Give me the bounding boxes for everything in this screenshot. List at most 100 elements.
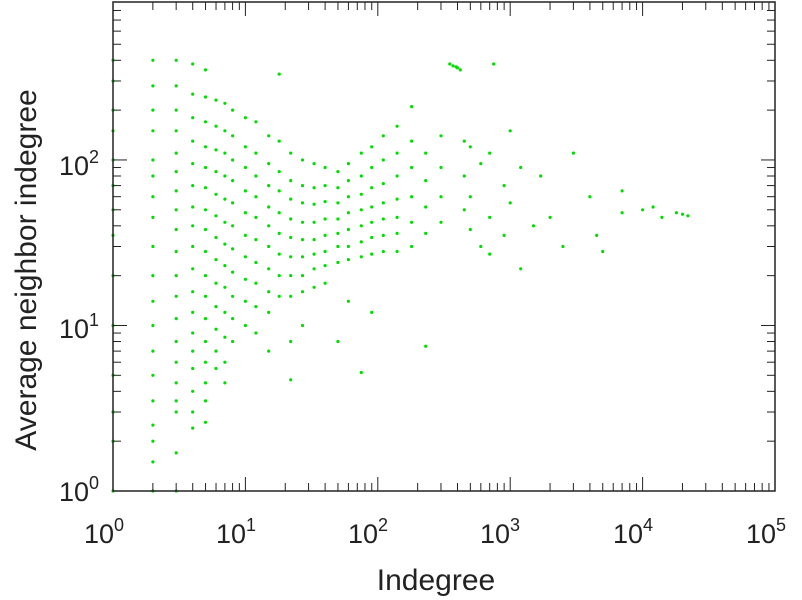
x-tick-label: 105	[746, 515, 786, 549]
data-point	[151, 129, 155, 133]
data-point	[561, 244, 565, 249]
data-point	[223, 242, 227, 246]
data-point	[203, 227, 208, 232]
data-point	[370, 165, 374, 170]
data-point	[346, 299, 350, 303]
data-point	[243, 277, 247, 281]
data-point	[381, 249, 385, 254]
data-point	[174, 274, 178, 278]
data-point	[370, 310, 374, 314]
data-point	[277, 211, 281, 215]
data-point	[151, 158, 155, 162]
data-point	[254, 260, 258, 265]
data-point	[381, 201, 385, 205]
data-point	[336, 339, 340, 344]
data-point	[381, 182, 385, 186]
data-point	[455, 66, 460, 70]
data-point	[214, 192, 218, 196]
data-point	[191, 310, 195, 314]
data-point	[203, 381, 208, 385]
data-point	[191, 290, 195, 294]
data-point	[231, 158, 235, 162]
data-point	[231, 317, 235, 321]
data-point	[191, 92, 195, 96]
data-point	[214, 281, 218, 285]
data-point	[254, 120, 258, 124]
data-point	[151, 299, 155, 303]
data-point	[231, 108, 235, 112]
y-tick-label: 102	[59, 147, 99, 181]
data-point	[243, 255, 247, 259]
data-point	[300, 238, 305, 242]
data-point	[214, 124, 218, 128]
data-point	[289, 197, 293, 201]
data-point	[277, 231, 281, 235]
data-point	[359, 224, 363, 228]
data-point	[289, 294, 293, 298]
data-point	[231, 179, 235, 183]
data-point	[254, 195, 258, 199]
data-point	[191, 349, 195, 353]
data-point	[231, 201, 235, 205]
data-point	[203, 420, 208, 424]
data-point	[439, 195, 443, 199]
data-point	[571, 151, 576, 155]
data-point	[595, 233, 599, 237]
data-point	[336, 217, 340, 221]
data-point	[336, 231, 340, 235]
data-point	[336, 244, 340, 249]
data-point	[359, 151, 363, 155]
data-point	[203, 145, 208, 149]
data-point	[424, 151, 428, 155]
data-point	[300, 220, 305, 224]
data-points	[111, 58, 690, 493]
data-point	[243, 211, 247, 215]
data-point	[336, 186, 340, 190]
data-point	[203, 249, 208, 254]
data-point	[231, 247, 235, 251]
data-point	[424, 231, 428, 235]
data-point	[468, 227, 472, 232]
data-point	[174, 189, 178, 193]
data-point	[203, 274, 208, 278]
data-point	[300, 255, 305, 259]
data-point	[300, 184, 305, 188]
data-point	[151, 195, 155, 199]
x-tick-label: 100	[84, 515, 124, 549]
data-point	[254, 281, 258, 285]
data-point	[254, 331, 258, 335]
data-point	[410, 195, 414, 199]
data-point	[151, 215, 155, 219]
data-point	[231, 270, 235, 274]
data-point	[223, 220, 227, 224]
data-point	[488, 252, 492, 256]
data-point	[312, 267, 316, 271]
data-point	[508, 129, 512, 133]
data-point	[488, 151, 492, 155]
data-point	[492, 62, 496, 66]
data-point	[214, 214, 218, 218]
data-point	[151, 439, 155, 443]
data-point	[191, 426, 195, 430]
data-point	[174, 294, 178, 298]
data-point	[289, 255, 293, 259]
data-point	[410, 244, 414, 249]
data-point	[439, 220, 443, 224]
data-point	[151, 84, 155, 88]
data-point	[223, 151, 227, 155]
data-point	[323, 184, 327, 188]
data-point	[588, 195, 592, 199]
data-point	[223, 335, 227, 339]
data-point	[468, 195, 472, 199]
data-point	[289, 274, 293, 278]
data-point	[203, 294, 208, 298]
data-point	[519, 267, 523, 271]
data-point	[395, 197, 399, 201]
data-point	[323, 281, 327, 285]
data-point	[277, 139, 281, 143]
data-point	[203, 339, 208, 344]
data-point	[300, 323, 305, 328]
x-tick-label: 104	[613, 515, 653, 549]
data-point	[151, 373, 155, 377]
